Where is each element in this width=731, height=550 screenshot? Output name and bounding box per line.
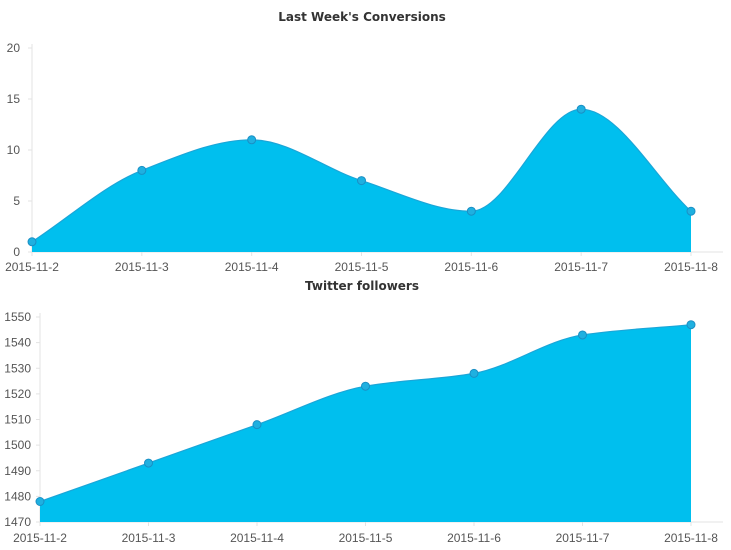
- chart-title: Twitter followers: [305, 279, 419, 293]
- y-tick-label: 1480: [4, 489, 31, 503]
- data-point: [252, 420, 262, 430]
- data-point: [686, 320, 696, 330]
- data-point: [27, 237, 37, 247]
- x-tick-label: 2015-11-3: [115, 260, 169, 274]
- x-tick-label: 2015-11-5: [339, 531, 393, 545]
- series-area: [40, 324, 691, 522]
- chart-2: Twitter followers 1470 1480 1490 1500 1510 152…: [4, 279, 723, 545]
- y-tick-label: 1490: [4, 464, 31, 478]
- x-tick-label: 2015-11-6: [447, 531, 501, 545]
- data-point: [578, 330, 587, 340]
- chart-1: Last Week's Conversions 0 5 10 15 20 2015-11-2…: [5, 10, 723, 274]
- x-tick-label: 2015-11-7: [556, 531, 610, 545]
- data-point: [361, 381, 370, 391]
- x-tick-label: 2015-11-4: [230, 531, 284, 545]
- y-tick-label: 1530: [4, 361, 31, 375]
- x-tick-label: 2015-11-7: [554, 260, 608, 274]
- y-tick-label: 0: [13, 245, 20, 259]
- data-point: [144, 458, 153, 468]
- y-tick-label: 5: [13, 194, 20, 208]
- x-tick-label: 2015-11-8: [664, 531, 718, 545]
- y-tick-label: 1500: [4, 438, 31, 452]
- data-point: [137, 165, 147, 175]
- y-tick-label: 20: [7, 41, 21, 55]
- x-tick-label: 2015-11-8: [664, 260, 718, 274]
- data-point: [576, 104, 586, 114]
- data-point: [469, 368, 479, 378]
- x-tick-label: 2015-11-6: [444, 260, 498, 274]
- x-tick-label: 2015-11-5: [335, 260, 389, 274]
- y-tick-label: 10: [7, 143, 21, 157]
- x-tick-label: 2015-11-2: [5, 260, 59, 274]
- x-tick-label: 2015-11-2: [13, 531, 67, 545]
- data-point: [357, 176, 366, 186]
- y-tick-label: 1510: [4, 413, 31, 427]
- chart-title: Last Week's Conversions: [278, 10, 446, 24]
- x-tick-label: 2015-11-3: [122, 531, 176, 545]
- y-tick-label: 1550: [4, 310, 31, 324]
- y-tick-label: 15: [7, 92, 21, 106]
- data-point: [466, 206, 476, 216]
- y-tick-label: 1540: [4, 336, 31, 350]
- data-point: [35, 497, 45, 506]
- x-tick-label: 2015-11-4: [225, 260, 279, 274]
- data-point: [686, 206, 696, 216]
- y-tick-label: 1470: [4, 515, 31, 529]
- y-tick-label: 1520: [4, 387, 31, 401]
- data-point: [247, 135, 257, 145]
